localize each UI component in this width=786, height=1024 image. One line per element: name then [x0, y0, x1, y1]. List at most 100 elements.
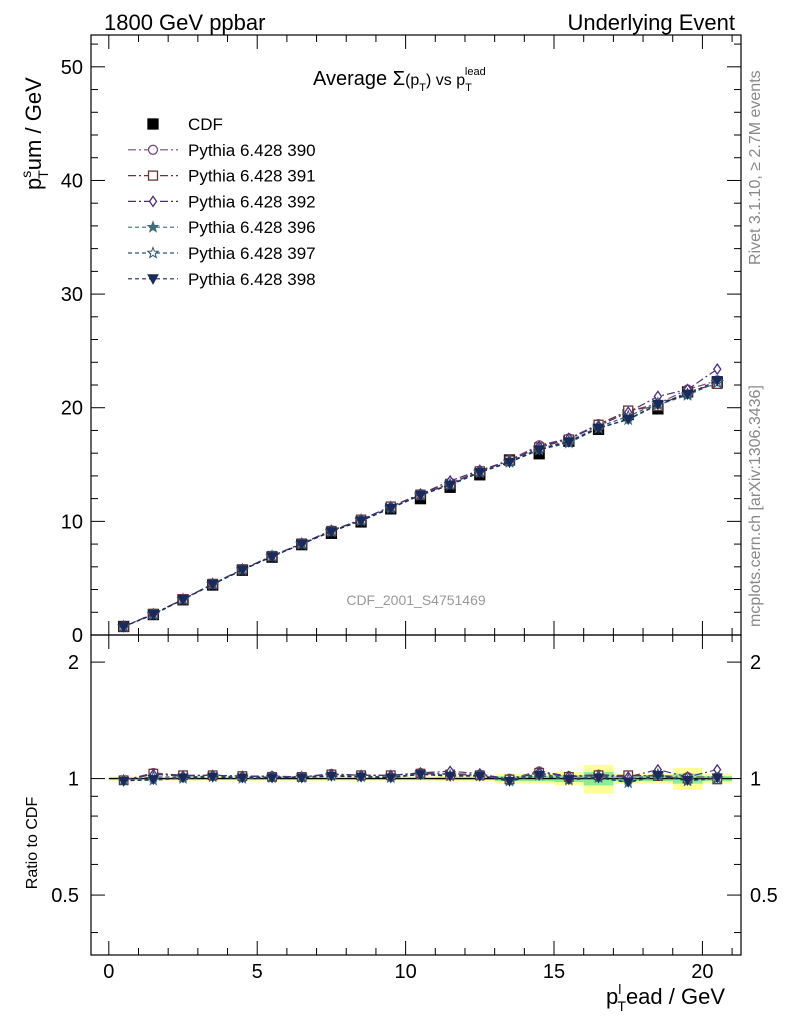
data-point [563, 437, 575, 448]
ratio-point [385, 773, 397, 784]
legend-marker [147, 274, 159, 285]
data-point [592, 423, 605, 435]
ratio-point [444, 771, 456, 782]
y-tick-label: 0 [72, 625, 83, 647]
data-point [177, 595, 189, 606]
legend-item: Pythia 6.428 390 [128, 141, 316, 160]
ratio-y-tick-label-left: 0.5 [51, 885, 79, 907]
legend-marker [147, 170, 159, 181]
x-tick-label: 15 [543, 961, 565, 983]
ratio-y-tick-label-left: 2 [68, 652, 79, 674]
legend-marker [146, 246, 160, 259]
y-tick-label: 40 [61, 170, 83, 192]
title-vs: vs p [431, 72, 465, 89]
legend-item: Pythia 6.428 392 [128, 192, 316, 211]
data-point [681, 389, 694, 401]
ylabel-p: p [21, 178, 46, 190]
data-point [444, 480, 456, 492]
ratio-series-layer [117, 763, 724, 789]
legend-label: Pythia 6.428 397 [188, 244, 316, 263]
data-point [266, 552, 278, 563]
ratio-plot-panel: 0.5 0.5 1 1 2 2 0 5 10 15 20 Ratio to CDF pl Tead … [24, 634, 778, 1014]
ratio-y-tick-label-right: 2 [750, 652, 761, 674]
legend-marker [146, 220, 160, 233]
ratio-axis-ticks [91, 635, 741, 955]
ratio-point [652, 770, 664, 782]
ratio-y-tick-label-right: 0.5 [750, 885, 778, 907]
data-point [503, 457, 516, 469]
data-point [384, 503, 397, 515]
plot-title: Average Σ(pT) vs pTlead [313, 66, 486, 94]
ratio-y-axis-label: Ratio to CDF [24, 797, 41, 890]
y-tick-label: 20 [61, 398, 83, 420]
data-point [414, 490, 427, 502]
x-tick-label: 10 [394, 961, 416, 983]
legend-marker [147, 118, 159, 130]
ratio-point [296, 773, 308, 784]
legend-item: Pythia 6.428 396 [128, 218, 316, 237]
main-y-axis-label: psTum / GeV [18, 77, 51, 190]
data-point [711, 375, 724, 387]
side-label-mcplots: mcplots.cern.ch [arXiv:1306.3436] [747, 385, 764, 627]
ratio-point [147, 775, 159, 786]
main-y-tick-labels: 0 10 20 30 40 50 [61, 57, 83, 647]
legend-marker [147, 144, 159, 155]
legend-marker [148, 195, 158, 208]
data-point [652, 399, 664, 411]
svg-text:psTum / GeV: psTum / GeV [18, 77, 51, 190]
ratio-point [414, 770, 427, 781]
ratio-point [622, 777, 634, 788]
xlabel-sup: l [618, 981, 621, 997]
ratio-point [118, 776, 130, 787]
ratio-plot-frame [90, 634, 742, 956]
legend-label: Pythia 6.428 392 [188, 192, 316, 211]
ratio-point [207, 772, 219, 783]
data-point [325, 527, 338, 538]
title-close: ) [426, 72, 431, 89]
legend-label: Pythia 6.428 396 [188, 218, 316, 237]
legend-item: CDF [147, 115, 223, 134]
y-tick-label: 30 [61, 284, 83, 306]
y-tick-label: 10 [61, 511, 83, 533]
data-point [473, 468, 486, 479]
data-point [147, 610, 160, 621]
ratio-point [325, 771, 338, 782]
legend-label: CDF [188, 115, 223, 134]
x-tick-label: 5 [252, 961, 263, 983]
legend: CDF Pythia 6.428 390 Pythia 6.428 391 Pythi… [128, 115, 316, 289]
data-point [622, 414, 635, 426]
data-point [206, 579, 219, 591]
ratio-y-tick-labels: 0.5 0.5 1 1 2 2 [51, 652, 778, 907]
ratio-point [563, 775, 575, 786]
title-sup: lead [465, 66, 486, 78]
x-axis-label: pl Tead / GeV [606, 981, 725, 1014]
ratio-point [592, 773, 605, 784]
data-point [236, 565, 249, 577]
legend-item: Pythia 6.428 391 [128, 167, 316, 186]
ratio-point [503, 776, 516, 787]
y-tick-label: 50 [61, 57, 83, 79]
data-point [533, 445, 546, 456]
ylabel-rest: um / GeV [21, 77, 46, 170]
x-tick-label: 0 [103, 961, 114, 983]
ratio-point [711, 773, 723, 784]
title-sub: T [419, 82, 426, 94]
ratio-point [236, 773, 248, 784]
ratio-point [355, 772, 367, 783]
xlabel-p: p [606, 984, 618, 1009]
header-right: Underlying Event [567, 10, 735, 35]
title-sub2: T [465, 82, 472, 94]
main-plot-panel: 0 10 20 30 40 50 CDF_2001_S4751469 Average Σ(… [18, 34, 742, 647]
ylabel-sup: s [18, 171, 34, 178]
ratio-y-tick-label-left: 1 [68, 769, 79, 791]
ratio-point [533, 770, 545, 782]
title-sigma: Σ [393, 68, 405, 90]
analysis-watermark: CDF_2001_S4751469 [346, 592, 486, 608]
title-lead: Average [313, 68, 393, 90]
x-tick-label: 20 [691, 961, 713, 983]
legend-item: Pythia 6.428 397 [128, 244, 316, 263]
ratio-point [177, 773, 189, 784]
legend-label: Pythia 6.428 390 [188, 141, 316, 160]
xlabel-rest: ead / GeV [626, 984, 725, 1009]
